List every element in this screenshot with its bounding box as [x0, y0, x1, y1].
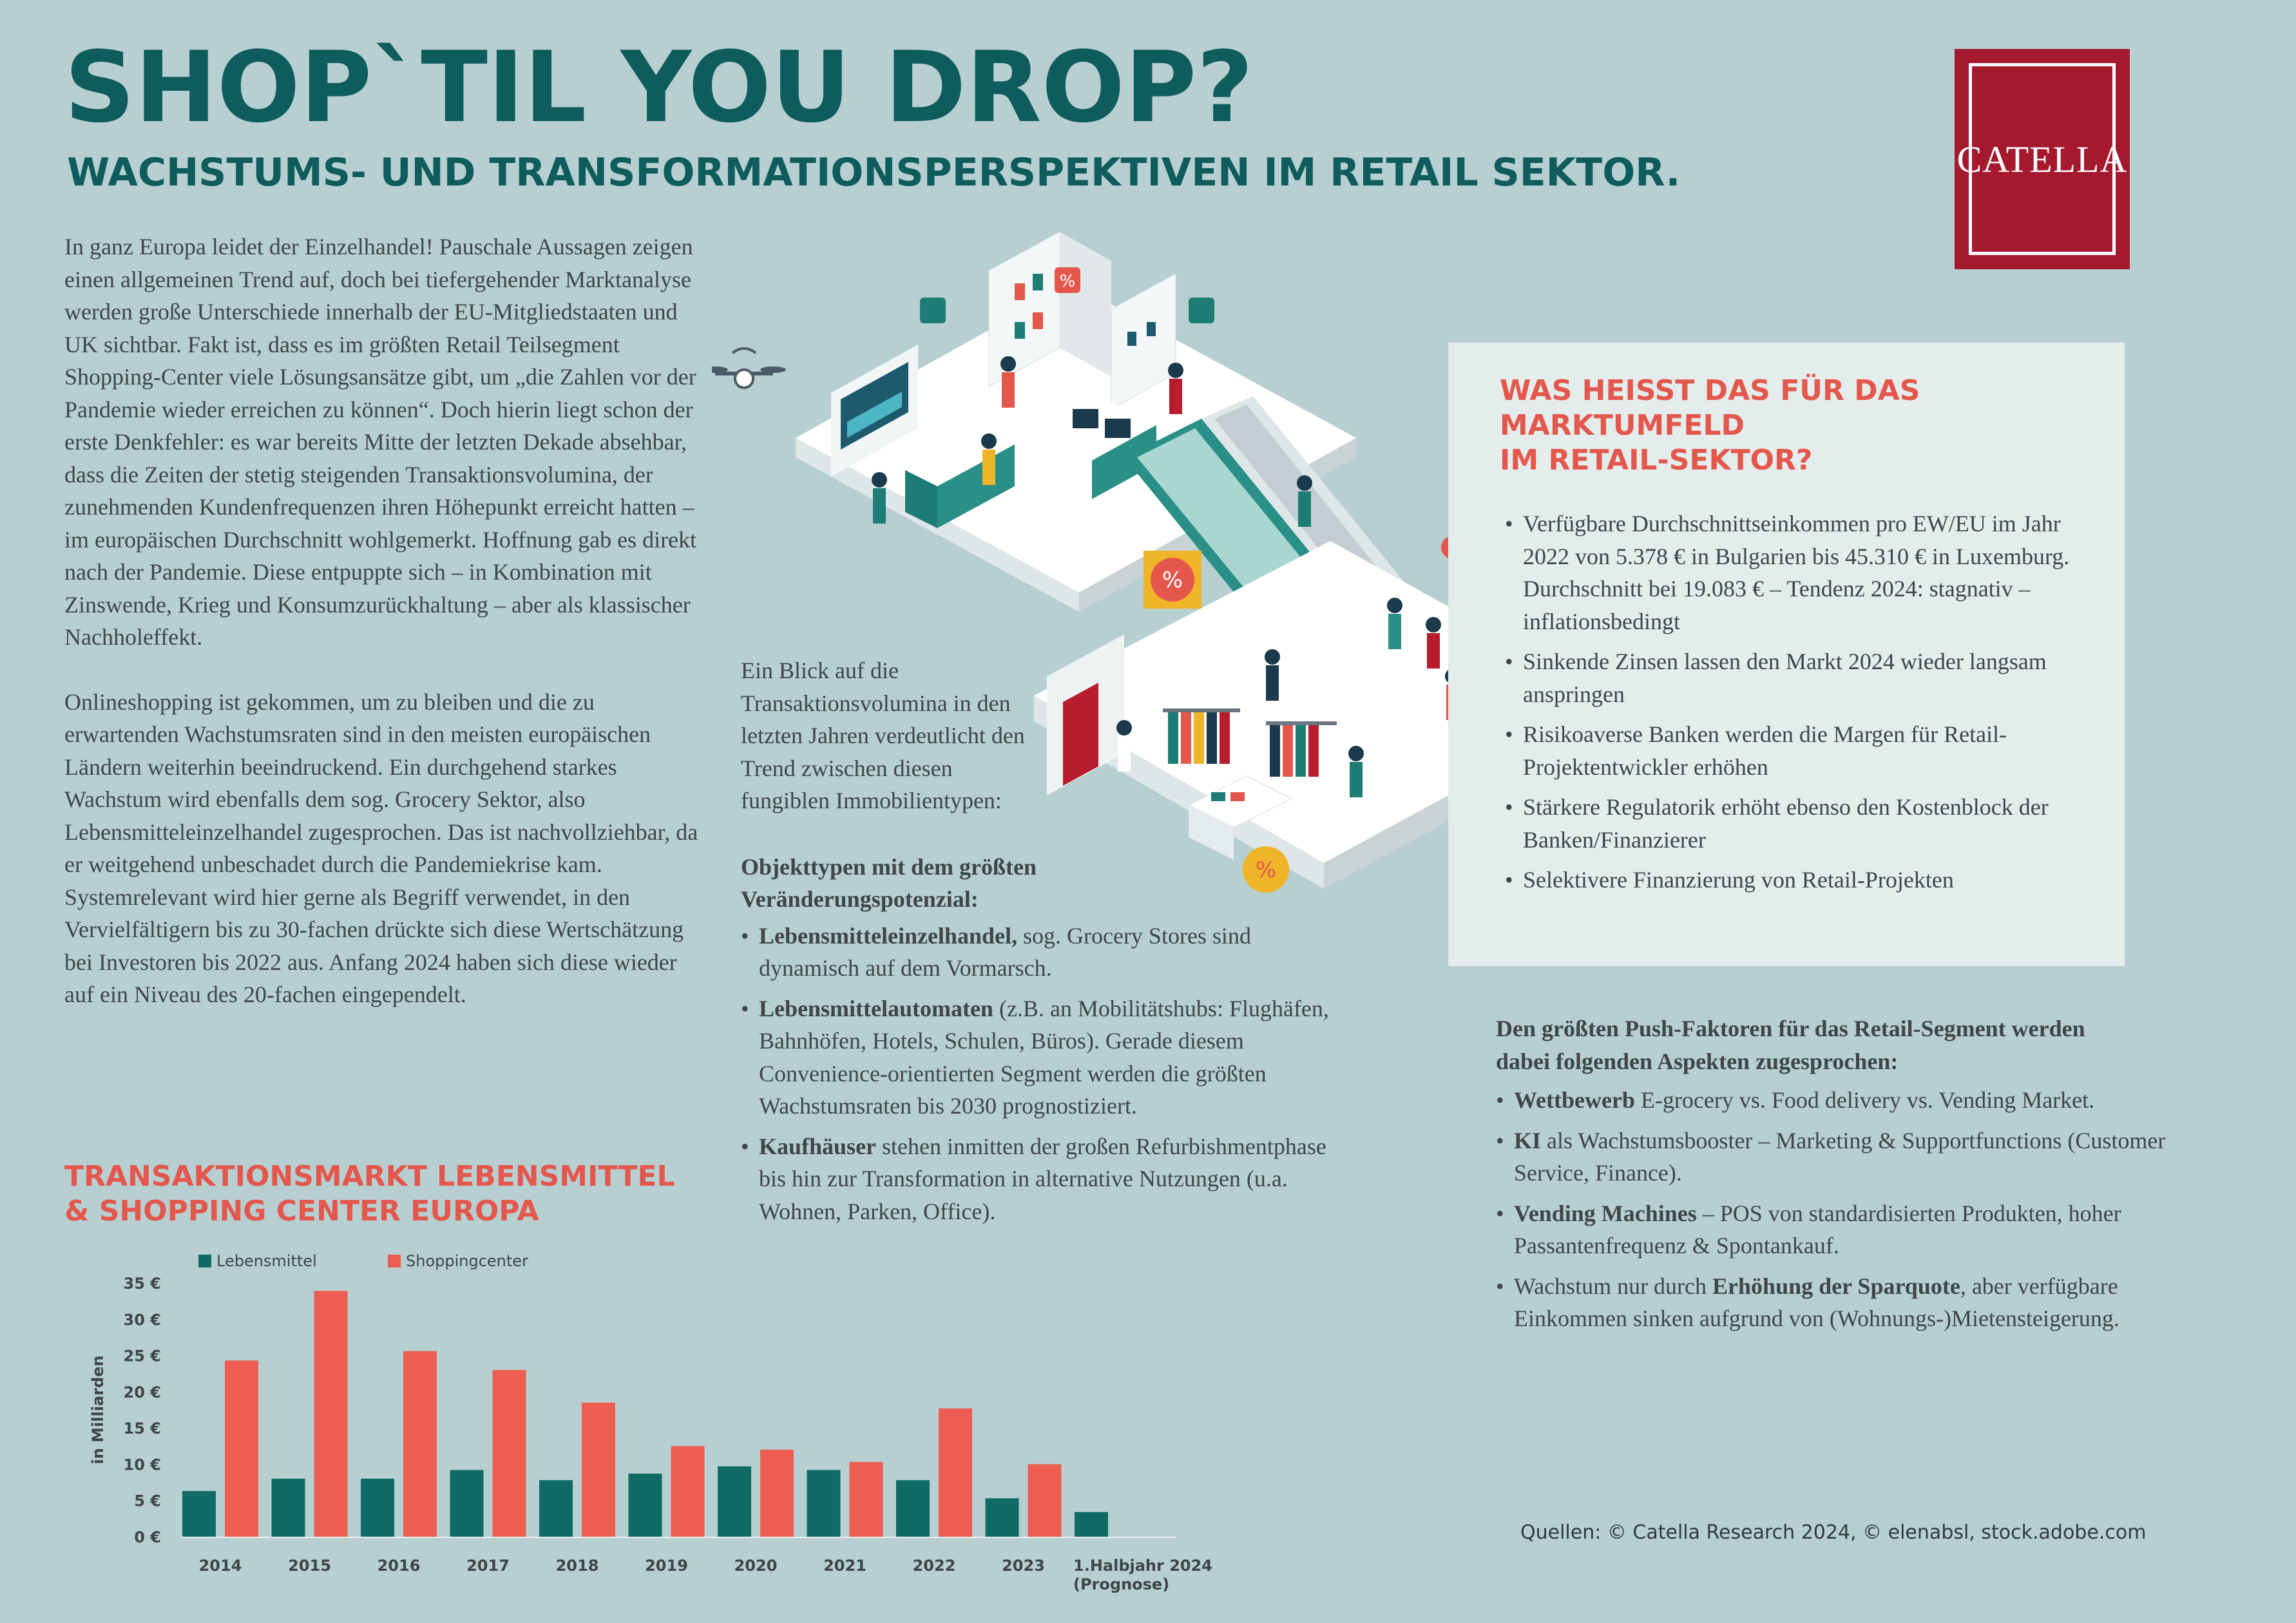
middle-heading: Objekttypen mit dem größten Veränderungs…: [741, 853, 1037, 913]
bar-shoppingcenter: [582, 1402, 615, 1537]
list-item: Selektivere Finanzierung von Retail-Proj…: [1505, 864, 2104, 897]
bar-shoppingcenter: [760, 1449, 794, 1537]
x-tick-note: (Prognose): [1073, 1575, 1169, 1593]
x-tick-label: 2016: [378, 1557, 421, 1575]
y-tick-label: 25 €: [124, 1347, 161, 1365]
bar-lebensmittel: [1075, 1512, 1108, 1537]
shop-illustration: % %: [712, 231, 1620, 893]
market-box: WAS HEISST DAS FÜR DAS MARKTUMFELD IM RE…: [1448, 343, 2125, 966]
y-axis-label: in Milliarden: [89, 1355, 107, 1464]
bar-lebensmittel: [985, 1498, 1019, 1537]
x-tick-label: 2023: [1002, 1557, 1045, 1575]
bar-shoppingcenter: [671, 1446, 705, 1537]
bar-shoppingcenter: [849, 1462, 883, 1537]
bar-shoppingcenter: [492, 1370, 526, 1537]
page-subtitle: WACHSTUMS- UND TRANSFORMATIONSPERSPEKTIV…: [67, 150, 1681, 195]
bar-shoppingcenter: [314, 1291, 348, 1537]
catella-logo: CATELLA: [1955, 49, 2130, 269]
x-tick-label: 2018: [556, 1557, 599, 1575]
x-tick-label: 2020: [734, 1557, 778, 1575]
legend-swatch: [388, 1255, 401, 1267]
bar-lebensmittel: [450, 1470, 484, 1537]
push-factors: Den größten Push-Faktoren für das Retail…: [1496, 1012, 2237, 1343]
bar-shoppingcenter: [225, 1360, 258, 1537]
logo-text: CATELLA: [1956, 138, 2128, 180]
chart-title: TRANSAKTIONSMARKT LEBENSMITTEL & SHOPPIN…: [64, 1160, 675, 1228]
box-title: WAS HEISST DAS FÜR DAS MARKTUMFELD IM RE…: [1500, 374, 1920, 477]
list-item: Vending Machines – POS von standardisier…: [1496, 1197, 2237, 1262]
bar-lebensmittel: [182, 1491, 216, 1537]
drone-icon: [712, 347, 786, 389]
list-item: Verfügbare Durchschnittseinkommen pro EW…: [1505, 508, 2104, 638]
x-tick-label: 2017: [466, 1557, 510, 1575]
list-item: KI als Wachstumsbooster – Marketing & Su…: [1496, 1125, 2237, 1190]
legend-swatch: [198, 1255, 211, 1267]
svg-text:%: %: [1162, 567, 1183, 593]
market-list: Verfügbare Durchschnittseinkommen pro EW…: [1505, 508, 2104, 904]
bar-lebensmittel: [896, 1480, 930, 1537]
x-tick-label: 2022: [913, 1557, 956, 1575]
x-tick-label: 2019: [645, 1557, 688, 1575]
bar-shoppingcenter: [939, 1408, 972, 1537]
push-heading: Den größten Push-Faktoren für das Retail…: [1496, 1016, 2085, 1074]
list-item: Kaufhäuser stehen inmitten der großen Re…: [741, 1130, 1353, 1228]
y-tick-label: 35 €: [124, 1275, 161, 1293]
intro-text: In ganz Europa leidet der Einzelhandel! …: [64, 231, 709, 1011]
list-item: Stärkere Regulatorik erhöht ebenso den K…: [1505, 791, 2104, 856]
svg-text:%: %: [1256, 857, 1276, 883]
x-tick-label: 1.Halbjahr 2024: [1073, 1557, 1212, 1575]
x-tick-label: 2021: [823, 1557, 866, 1575]
object-types-list: Lebensmitteleinzelhandel, sog. Grocery S…: [741, 920, 1353, 1228]
y-tick-label: 30 €: [124, 1311, 161, 1329]
clothes-rack: [1163, 708, 1240, 764]
sources-note: Quellen: © Catella Research 2024, © elen…: [1520, 1521, 2147, 1544]
bar-shoppingcenter: [403, 1351, 437, 1537]
middle-intro: Ein Blick auf die Transaktionsvolumina i…: [741, 658, 1025, 813]
sale-tag-icon: [1055, 267, 1080, 293]
fitting-room-curtain: [1063, 683, 1098, 786]
legend-label: Shoppingcenter: [406, 1252, 528, 1270]
list-item: Lebensmitteleinzelhandel, sog. Grocery S…: [741, 920, 1353, 985]
list-item: Wettbewerb E-grocery vs. Food delivery v…: [1496, 1084, 2237, 1117]
y-tick-label: 15 €: [124, 1419, 161, 1438]
list-item: Sinkende Zinsen lassen den Markt 2024 wi…: [1505, 645, 2104, 710]
y-tick-label: 5 €: [134, 1492, 161, 1510]
x-tick-label: 2015: [288, 1557, 331, 1575]
middle-text: Ein Blick auf die Transaktionsvolumina i…: [741, 654, 1353, 1235]
page-title: SHOP`TIL YOU DROP?: [64, 30, 1254, 144]
list-item: Risikoaverse Banken werden die Margen fü…: [1505, 718, 2104, 783]
bar-lebensmittel: [361, 1478, 394, 1537]
legend-label: Lebensmittel: [216, 1252, 317, 1270]
bar-lebensmittel: [718, 1466, 751, 1537]
bar-lebensmittel: [807, 1470, 841, 1537]
bar-shoppingcenter: [1028, 1464, 1062, 1537]
sale-sticker: [1243, 846, 1289, 893]
like-icon: [920, 298, 946, 323]
bar-lebensmittel: [628, 1474, 662, 1537]
transaction-chart: Lebensmittel Shoppingcenter 0 € 5 € 10 € 15 €…: [89, 1252, 1212, 1593]
list-item: Lebensmittelautomaten (z.B. an Mobilität…: [741, 992, 1353, 1123]
bar-lebensmittel: [271, 1478, 305, 1537]
intro-paragraph-1: In ganz Europa leidet der Einzelhandel! …: [64, 234, 697, 650]
y-tick-label: 0 €: [134, 1528, 161, 1546]
list-item: Wachstum nur durch Erhöhung der Sparquot…: [1496, 1270, 2158, 1335]
intro-paragraph-2: Onlineshopping ist gekommen, um zu bleib…: [64, 688, 698, 1008]
bar-lebensmittel: [539, 1480, 573, 1537]
y-tick-label: 20 €: [124, 1383, 161, 1401]
logo-frame: CATELLA: [1957, 63, 2127, 255]
push-list: Wettbewerb E-grocery vs. Food delivery v…: [1496, 1084, 2237, 1335]
svg-text:%: %: [1060, 272, 1076, 291]
x-tick-label: 2014: [199, 1557, 242, 1575]
y-tick-label: 10 €: [124, 1456, 161, 1474]
